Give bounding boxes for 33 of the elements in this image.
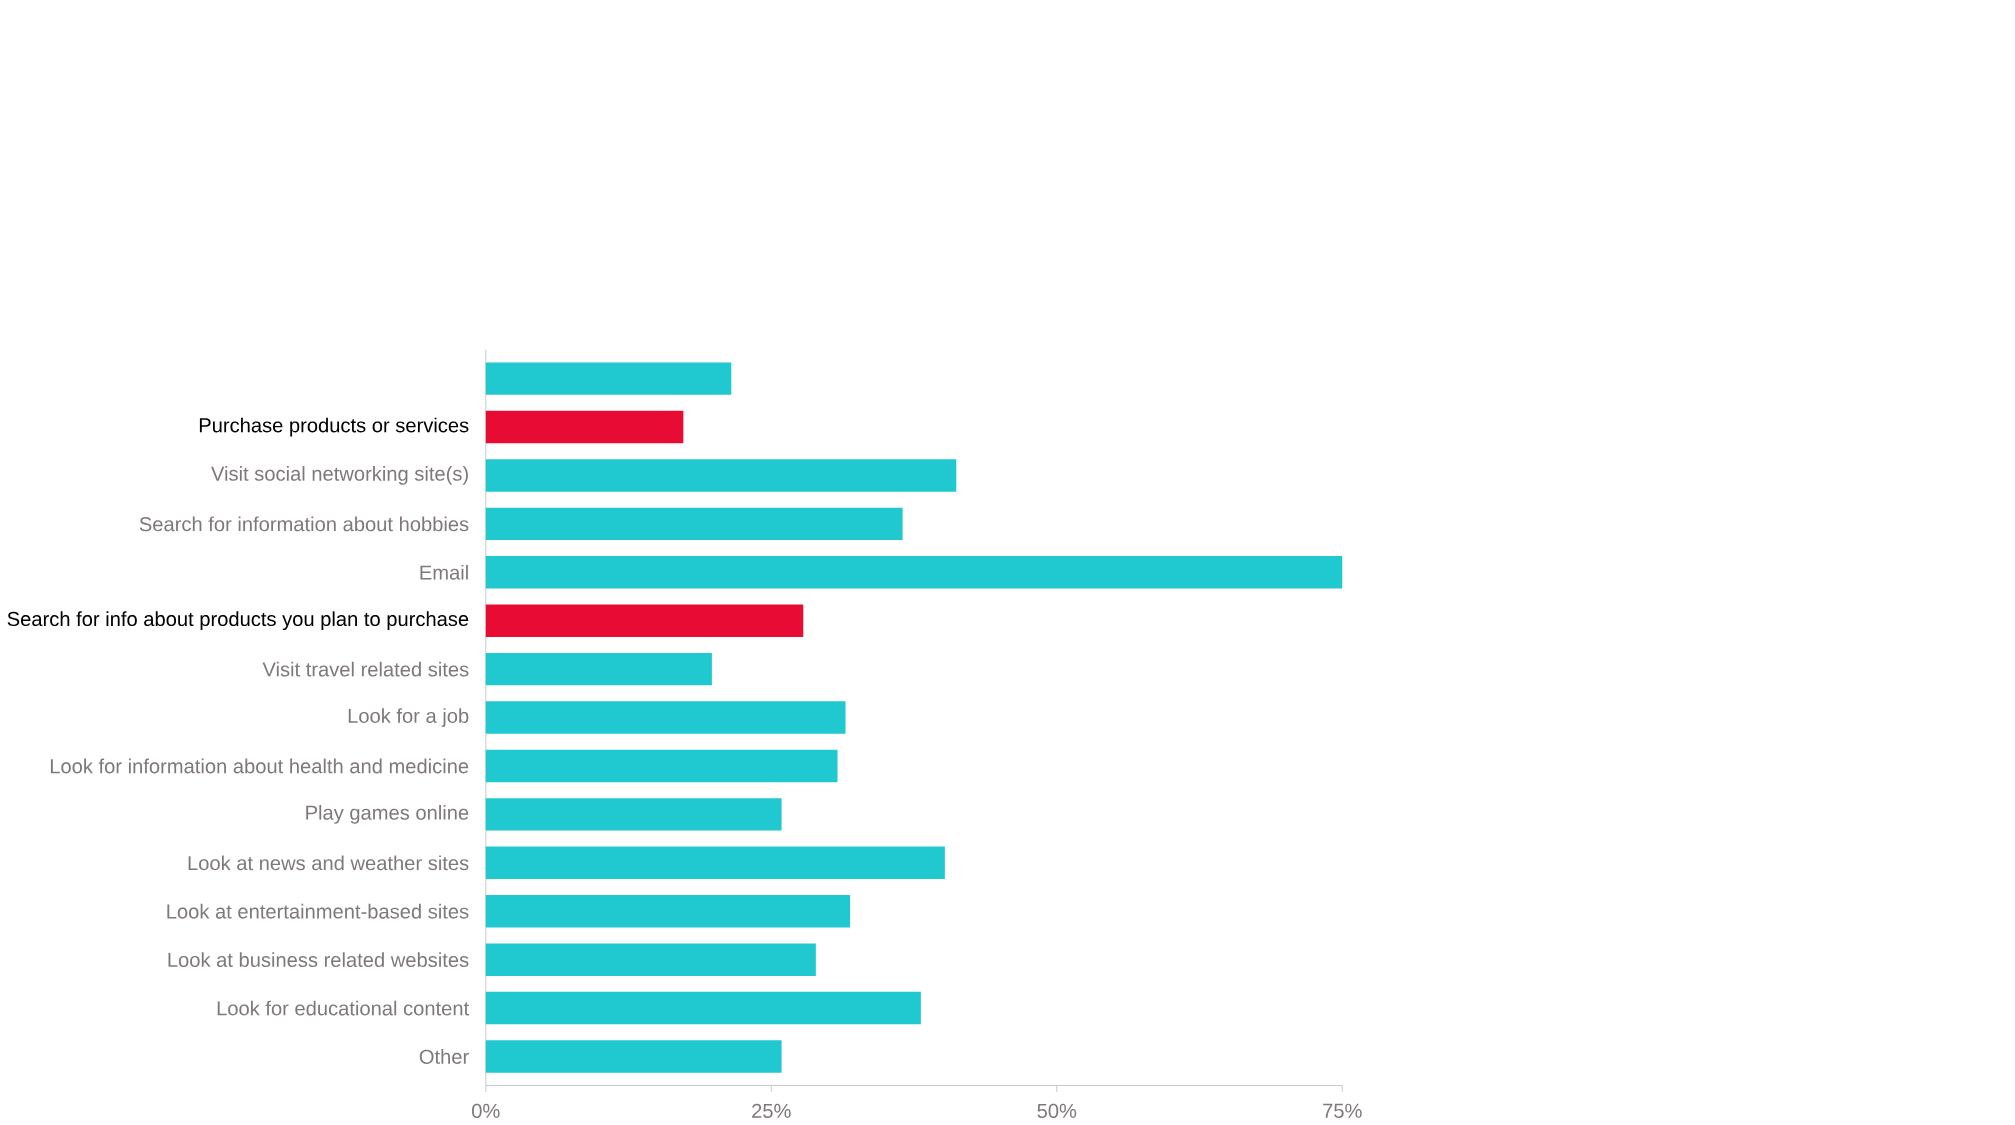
y-tick-label: Look for a job bbox=[348, 708, 469, 728]
bar bbox=[485, 895, 851, 928]
y-tick-label: Look at entertainment-based sites bbox=[167, 903, 469, 919]
bar bbox=[485, 846, 945, 880]
bar bbox=[485, 604, 804, 638]
bar bbox=[485, 362, 732, 395]
y-tick-label: Look at news and weather sites bbox=[188, 855, 469, 871]
x-tick-label: 25% bbox=[752, 1103, 791, 1119]
y-tick-label: Purchase products or services bbox=[199, 417, 469, 437]
bar bbox=[485, 410, 684, 444]
bar bbox=[485, 556, 1343, 589]
bar bbox=[485, 507, 903, 541]
bar bbox=[485, 992, 921, 1025]
y-tick-label: Look for information about health and medicine bbox=[50, 758, 469, 774]
y-tick-label: Search for info about products you plan to purchase bbox=[7, 611, 469, 631]
y-tick-label: Email bbox=[420, 565, 468, 580]
y-tick-label: Search for information about hobbies bbox=[139, 516, 469, 532]
x-tick-label: 75% bbox=[1323, 1103, 1362, 1119]
bar bbox=[485, 943, 816, 977]
y-tick-label: Look for educational content bbox=[217, 1000, 469, 1016]
y-tick-label: Visit social networking site(s) bbox=[211, 466, 468, 485]
x-tick-label: 50% bbox=[1037, 1103, 1077, 1119]
y-tick-label: Look at business related websites bbox=[168, 952, 469, 968]
bar bbox=[485, 653, 712, 686]
bar bbox=[485, 701, 846, 734]
bar bbox=[485, 1040, 782, 1073]
bar bbox=[485, 459, 957, 492]
y-tick-label: Visit travel related sites bbox=[262, 661, 469, 677]
y-tick-label: Play games online bbox=[306, 805, 469, 824]
bar bbox=[485, 798, 782, 831]
y-tick-label: Other bbox=[419, 1049, 469, 1065]
bar bbox=[485, 749, 838, 783]
x-tick-label: 0% bbox=[472, 1103, 500, 1119]
